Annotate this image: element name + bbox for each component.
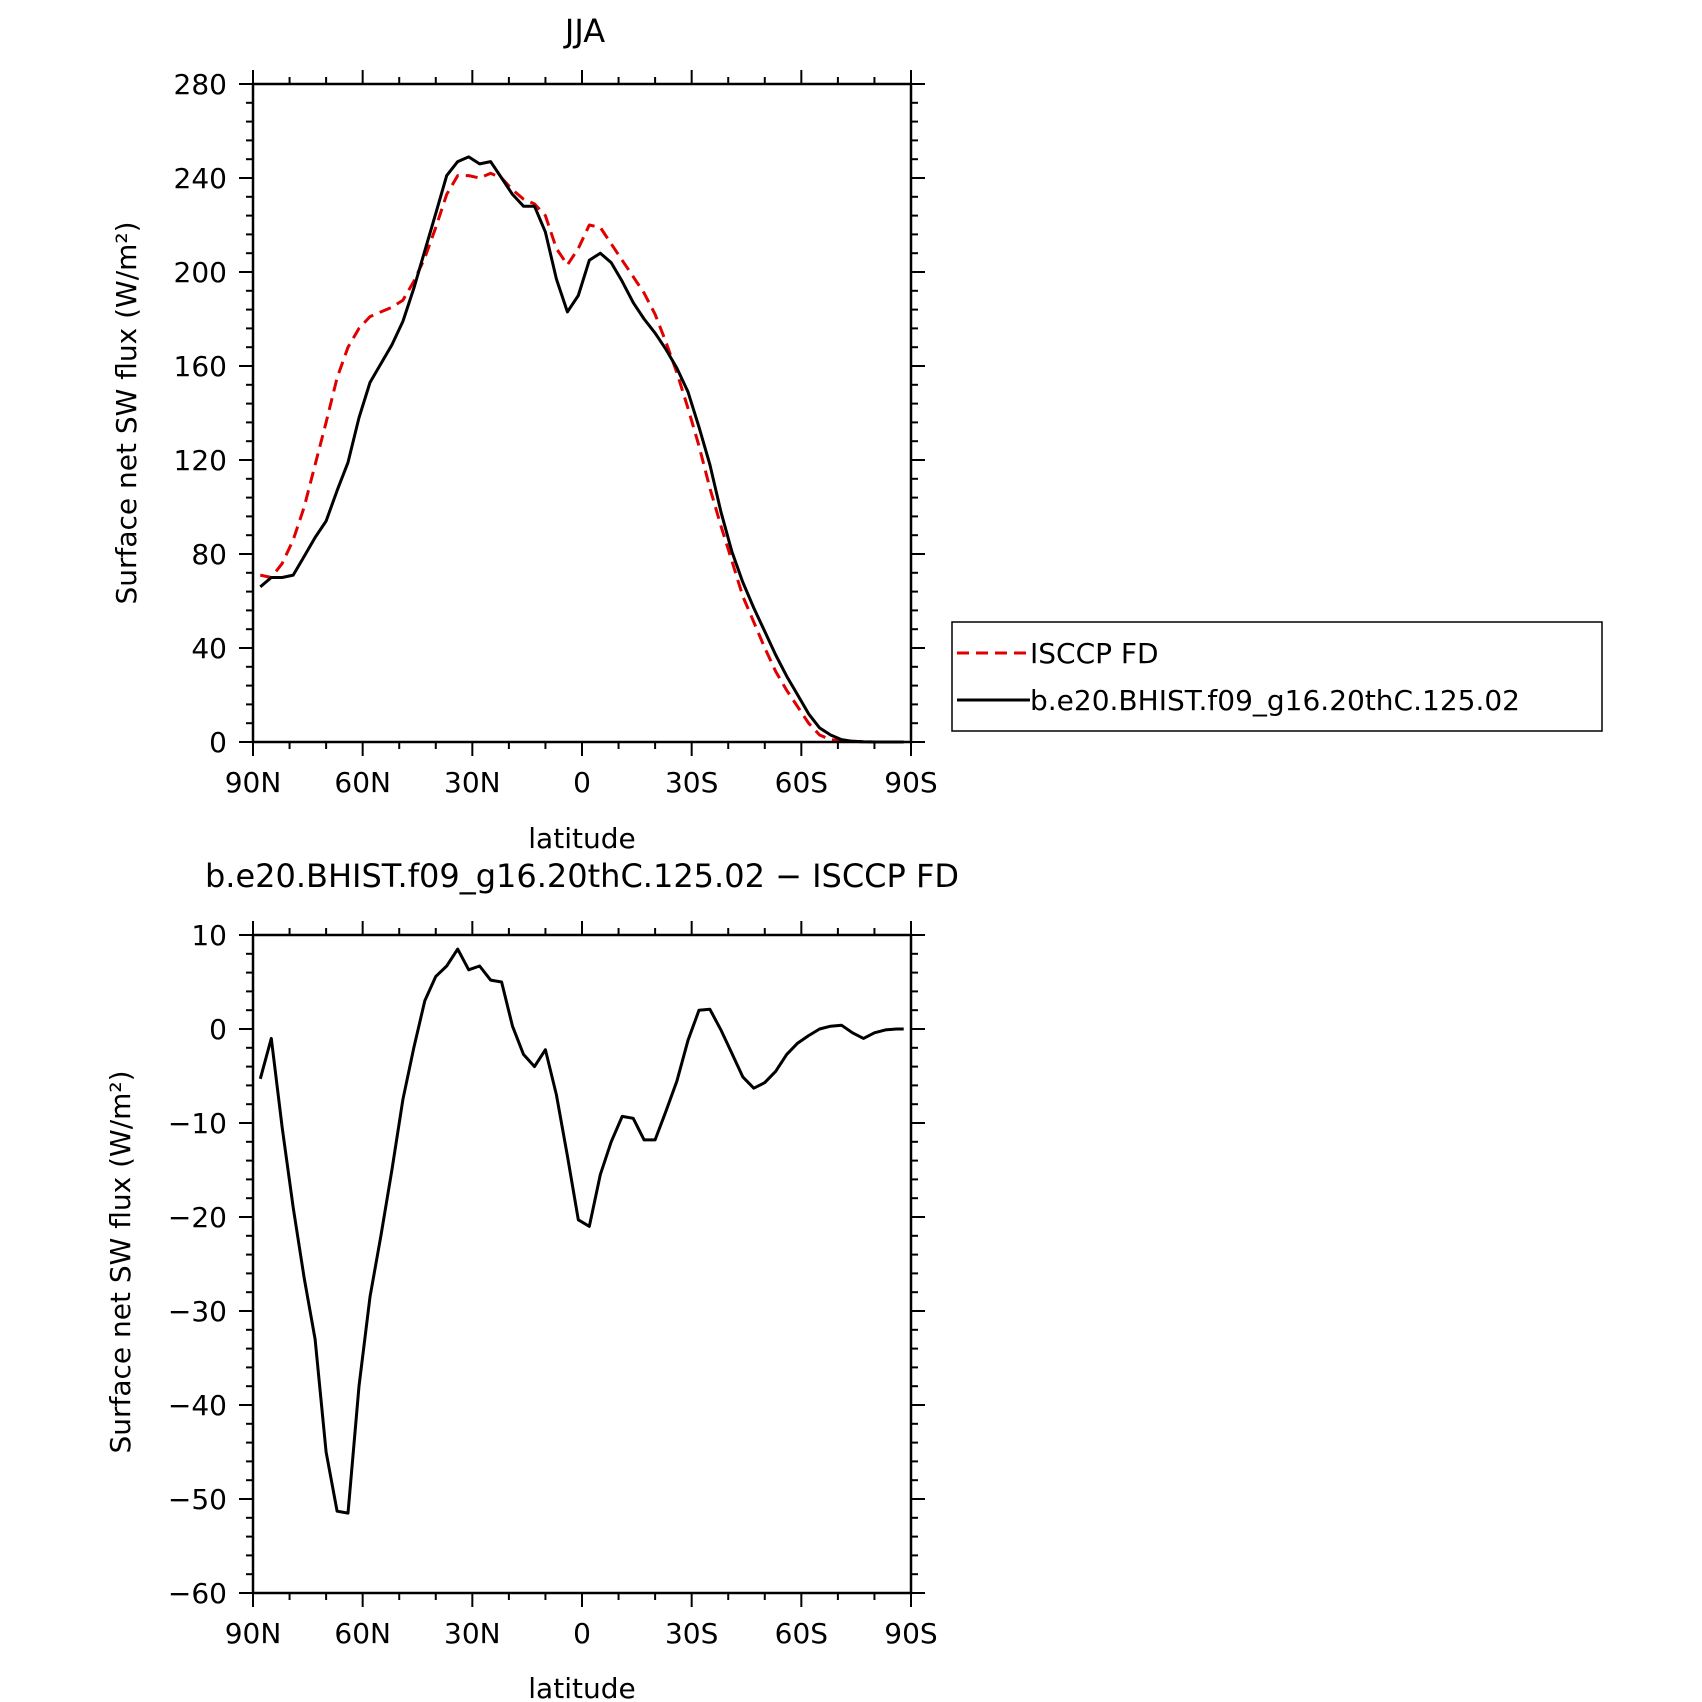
y-tick-label: 40 — [191, 632, 227, 665]
x-tick-label: 30S — [665, 766, 718, 799]
x-tick-label: 60S — [775, 766, 828, 799]
legend-box — [951, 621, 1603, 732]
top-panel-series — [259, 155, 904, 744]
series-line-0 — [259, 171, 904, 744]
x-tick-label: 60S — [775, 1617, 828, 1650]
x-tick-label: 60N — [334, 766, 391, 799]
y-tick-label: 10 — [191, 919, 227, 952]
x-tick-label: 30N — [444, 1617, 501, 1650]
legend-label-isccp: ISCCP FD — [1030, 637, 1159, 670]
bottom-panel-ticks — [239, 921, 925, 1607]
y-tick-label: −30 — [168, 1295, 227, 1328]
series-line-1 — [259, 155, 904, 744]
top-panel: JJA 90N 60N 30N 0 30S 60S 90S 0 40 80 120 160 200 240… — [110, 12, 1603, 855]
bottom-panel-series — [258, 947, 904, 1515]
y-tick-label: 120 — [174, 444, 227, 477]
x-tick-label: 0 — [573, 766, 591, 799]
top-panel-tick-labels: 90N 60N 30N 0 30S 60S 90S 0 40 80 120 160 200 240 280 — [174, 68, 938, 799]
x-tick-label: 90S — [884, 766, 937, 799]
top-panel-frame — [251, 82, 913, 744]
series-line-0 — [258, 947, 904, 1515]
bottom-panel-x-axis-label: latitude — [528, 1672, 635, 1702]
x-tick-label: 60N — [334, 1617, 391, 1650]
y-tick-label: −20 — [168, 1201, 227, 1234]
x-tick-label: 90S — [884, 1617, 937, 1650]
legend-label-model: b.e20.BHIST.f09_g16.20thC.125.02 — [1030, 684, 1520, 717]
bottom-panel: b.e20.BHIST.f09_g16.20thC.125.02 − ISCCP… — [104, 857, 959, 1702]
y-tick-label: 80 — [191, 538, 227, 571]
bottom-panel-tick-labels: 90N 60N 30N 0 30S 60S 90S −60 −50 −40 −30 −20 −10 0 10 — [168, 919, 938, 1650]
y-tick-label: −10 — [168, 1107, 227, 1140]
bottom-panel-y-axis-label: Surface net SW flux (W/m²) — [104, 1070, 137, 1453]
y-tick-label: −50 — [168, 1483, 227, 1516]
y-tick-label: 160 — [174, 350, 227, 383]
top-panel-y-axis-label: Surface net SW flux (W/m²) — [110, 221, 143, 604]
y-tick-label: 280 — [174, 68, 227, 101]
y-tick-label: 0 — [209, 1013, 227, 1046]
y-tick-label: −40 — [168, 1389, 227, 1422]
x-tick-label: 90N — [225, 766, 282, 799]
legend: ISCCP FD b.e20.BHIST.f09_g16.20thC.125.0… — [951, 621, 1603, 732]
y-tick-label: −60 — [168, 1577, 227, 1610]
y-tick-label: 200 — [174, 256, 227, 289]
bottom-panel-title: b.e20.BHIST.f09_g16.20thC.125.02 − ISCCP… — [205, 857, 959, 895]
x-tick-label: 0 — [573, 1617, 591, 1650]
x-tick-label: 30S — [665, 1617, 718, 1650]
x-tick-label: 90N — [225, 1617, 282, 1650]
y-tick-label: 240 — [174, 162, 227, 195]
top-panel-title: JJA — [563, 12, 605, 50]
top-panel-ticks — [239, 70, 925, 756]
x-tick-label: 30N — [444, 766, 501, 799]
top-panel-x-axis-label: latitude — [528, 822, 635, 855]
bottom-panel-frame — [251, 933, 913, 1595]
y-tick-label: 0 — [209, 726, 227, 759]
